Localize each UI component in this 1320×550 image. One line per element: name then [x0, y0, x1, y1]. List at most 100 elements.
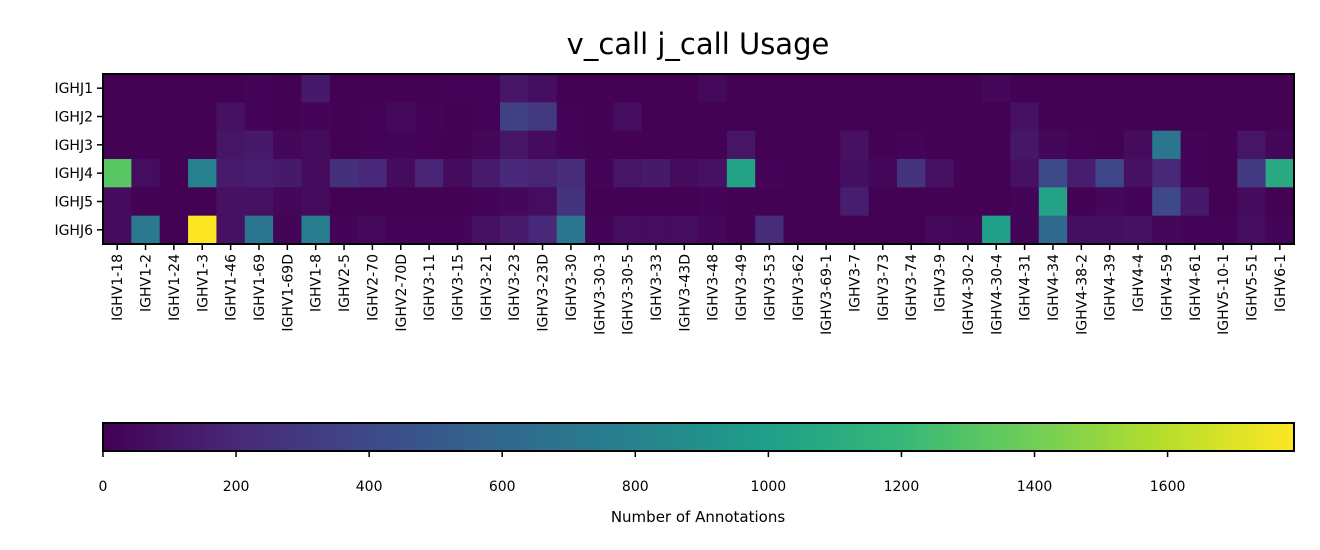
heatmap-cell	[471, 187, 501, 217]
row-tick-label: IGHJ6	[54, 223, 93, 239]
heatmap-cell	[329, 74, 359, 103]
heatmap-cell	[1010, 74, 1040, 103]
colorbar-tick-label: 1600	[1150, 479, 1186, 495]
heatmap-cell	[897, 159, 926, 188]
heatmap-cell	[1038, 159, 1068, 188]
column-tick-label: IGHV3-9	[933, 254, 949, 312]
heatmap-cell	[1208, 102, 1238, 132]
heatmap-cell	[698, 215, 728, 245]
colorbar-tick-label: 400	[356, 479, 383, 495]
heatmap-cell	[1010, 102, 1040, 132]
heatmap-cell	[755, 74, 785, 103]
column-tick-label: IGHV4-39	[1103, 254, 1119, 321]
column-tick-label: IGHV3-30-5	[621, 254, 637, 335]
heatmap-cell	[698, 187, 728, 217]
heatmap-cell	[585, 159, 615, 188]
column-tick-label: IGHV3-53	[762, 254, 778, 321]
heatmap-cell	[273, 215, 303, 245]
heatmap-cell	[414, 130, 444, 160]
column-tick-label: IGHV3-74	[904, 254, 920, 321]
heatmap-cell	[1180, 130, 1210, 160]
heatmap-cell	[811, 215, 841, 245]
heatmap-cell	[783, 74, 813, 103]
column-tick-label: IGHV1-2	[139, 254, 155, 312]
heatmap-cell	[982, 215, 1012, 245]
heatmap-cell	[670, 74, 700, 103]
heatmap-cell	[925, 215, 955, 245]
heatmap-cell	[641, 187, 671, 217]
heatmap-cell	[1265, 215, 1295, 245]
heatmap-cell	[1095, 130, 1125, 160]
colorbar-tick-label: 1400	[1017, 479, 1053, 495]
heatmap-cell	[273, 159, 303, 188]
heatmap-cell	[244, 130, 274, 160]
heatmap-cell	[244, 159, 274, 188]
heatmap-cell	[329, 130, 359, 160]
row-tick-label: IGHJ1	[54, 81, 93, 97]
column-tick-label: IGHV1-69	[252, 254, 268, 321]
heatmap-cell	[188, 74, 218, 103]
heatmap-cell	[982, 187, 1012, 217]
column-tick-label: IGHV1-3	[195, 254, 211, 312]
column-tick-label: IGHV3-73	[876, 254, 892, 321]
heatmap-cell	[755, 159, 785, 188]
column-tick-label: IGHV3-62	[791, 254, 807, 321]
column-tick-label: IGHV4-4	[1131, 254, 1147, 312]
heatmap-cell	[925, 102, 955, 132]
colorbar-tick-label: 1200	[884, 479, 920, 495]
heatmap-cell	[301, 102, 331, 132]
plot-frame	[102, 73, 1295, 245]
column-tick-label: IGHV3-23D	[536, 254, 552, 332]
heatmap-cell	[868, 102, 898, 132]
heatmap-cell	[244, 187, 274, 217]
heatmap-cell	[528, 102, 558, 132]
heatmap-cell	[1038, 187, 1068, 217]
heatmap-cell	[670, 159, 700, 188]
heatmap-cell	[131, 215, 161, 245]
column-tick-label: IGHV4-61	[1188, 254, 1204, 321]
heatmap-cell	[1038, 215, 1068, 245]
heatmap-cell	[471, 215, 501, 245]
heatmap-cell	[273, 102, 303, 132]
heatmap-cell	[698, 130, 728, 160]
heatmap-cell	[897, 187, 926, 217]
heatmap-cell	[301, 130, 331, 160]
heatmap-cell	[868, 159, 898, 188]
column-tick-label: IGHV3-69-1	[819, 254, 835, 335]
heatmap-cell	[897, 102, 926, 132]
heatmap-cell	[1067, 130, 1097, 160]
heatmap-cell	[414, 187, 444, 217]
colorbar-tick-label: 200	[223, 479, 250, 495]
heatmap-cell	[386, 159, 416, 188]
heatmap-cell	[1180, 215, 1210, 245]
heatmap-cell	[273, 130, 303, 160]
heatmap-cell	[1067, 187, 1097, 217]
heatmap-cell	[556, 74, 586, 103]
heatmap-cell	[1152, 215, 1182, 245]
heatmap-cell	[329, 102, 359, 132]
heatmap-cell	[188, 130, 218, 160]
heatmap-cell	[414, 215, 444, 245]
heatmap-cell	[1237, 159, 1267, 188]
heatmap-cell	[528, 159, 558, 188]
heatmap-cell	[443, 130, 473, 160]
column-tick-labels: IGHV1-18 IGHV1-2 IGHV1-24 IGHV1-3 IGHV1-46 IG…	[110, 244, 1289, 335]
heatmap-cell	[840, 215, 870, 245]
heatmap-cell	[670, 187, 700, 217]
heatmap-cell	[1123, 215, 1153, 245]
heatmap-cell	[726, 102, 756, 132]
heatmap-cell	[726, 130, 756, 160]
heatmap-cell	[500, 102, 529, 132]
heatmap-cell	[216, 102, 246, 132]
heatmap-cell	[613, 102, 643, 132]
heatmap-cell	[840, 159, 870, 188]
heatmap-cell	[868, 215, 898, 245]
heatmap-cell	[585, 102, 615, 132]
heatmap-cell	[358, 102, 388, 132]
colorbar-tick-label: 1000	[751, 479, 787, 495]
heatmap-cell	[103, 187, 132, 217]
column-tick-label: IGHV3-49	[734, 254, 750, 321]
heatmap-cell	[244, 215, 274, 245]
heatmap-cell	[868, 130, 898, 160]
heatmap-cell	[1123, 130, 1153, 160]
